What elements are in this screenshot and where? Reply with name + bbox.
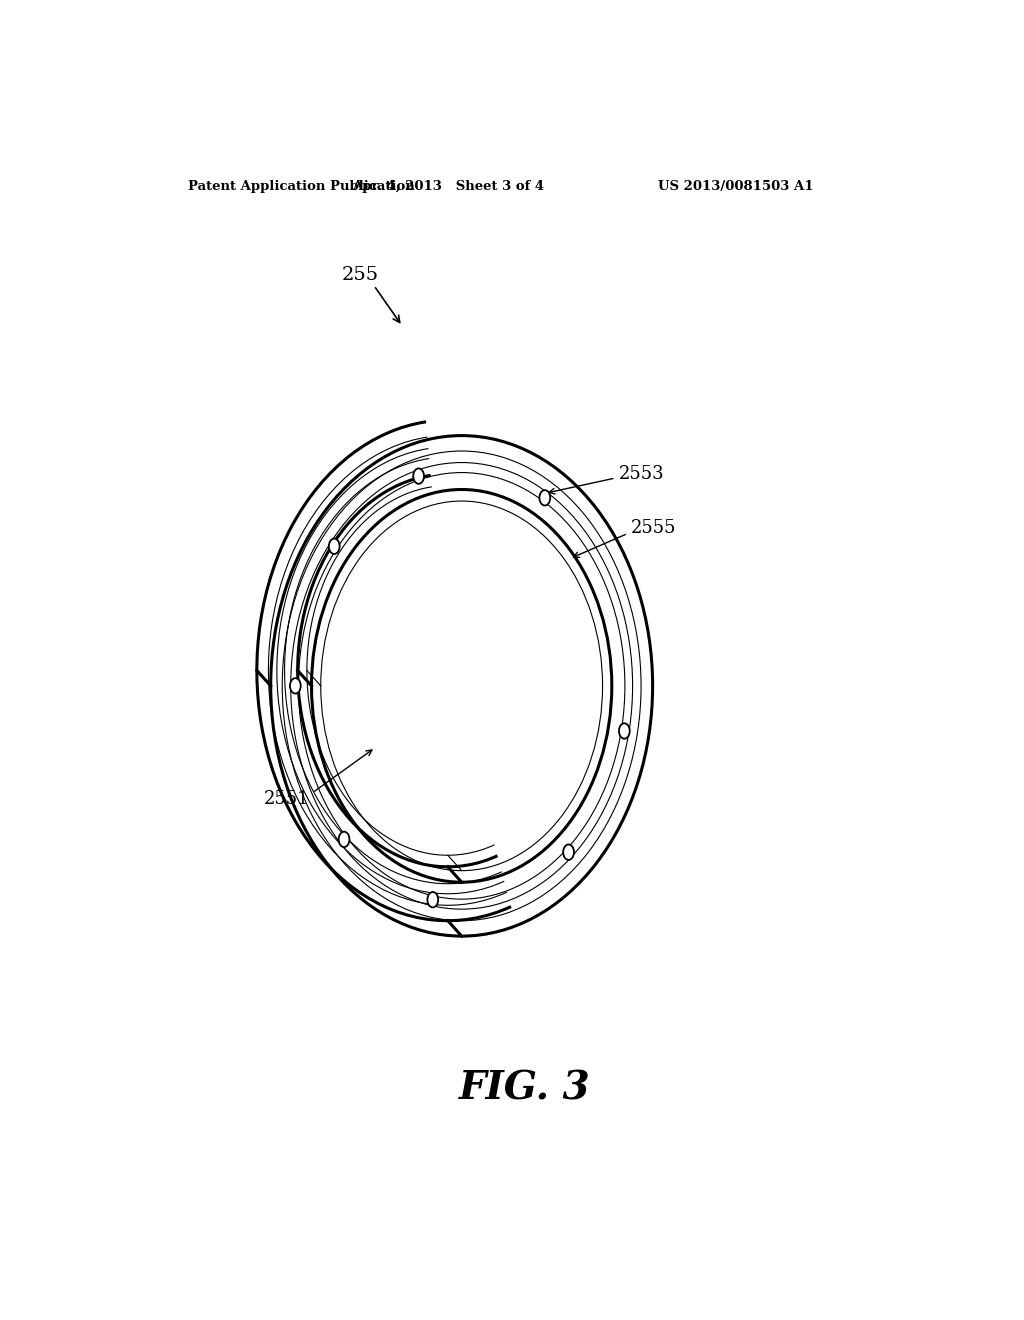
Text: 2553: 2553 <box>618 465 665 483</box>
Text: Patent Application Publication: Patent Application Publication <box>188 181 415 194</box>
Ellipse shape <box>540 490 550 506</box>
Ellipse shape <box>563 845 574 859</box>
Text: 2551: 2551 <box>263 791 309 808</box>
Text: US 2013/0081503 A1: US 2013/0081503 A1 <box>658 181 813 194</box>
Ellipse shape <box>618 723 630 739</box>
Ellipse shape <box>414 469 424 484</box>
Ellipse shape <box>290 678 301 693</box>
Text: Apr. 4, 2013   Sheet 3 of 4: Apr. 4, 2013 Sheet 3 of 4 <box>351 181 544 194</box>
Ellipse shape <box>339 832 349 847</box>
Ellipse shape <box>427 892 438 907</box>
Ellipse shape <box>268 433 655 939</box>
Text: 255: 255 <box>341 267 379 284</box>
Text: FIG. 3: FIG. 3 <box>459 1069 591 1107</box>
Text: 2555: 2555 <box>631 519 677 537</box>
Ellipse shape <box>329 539 340 554</box>
